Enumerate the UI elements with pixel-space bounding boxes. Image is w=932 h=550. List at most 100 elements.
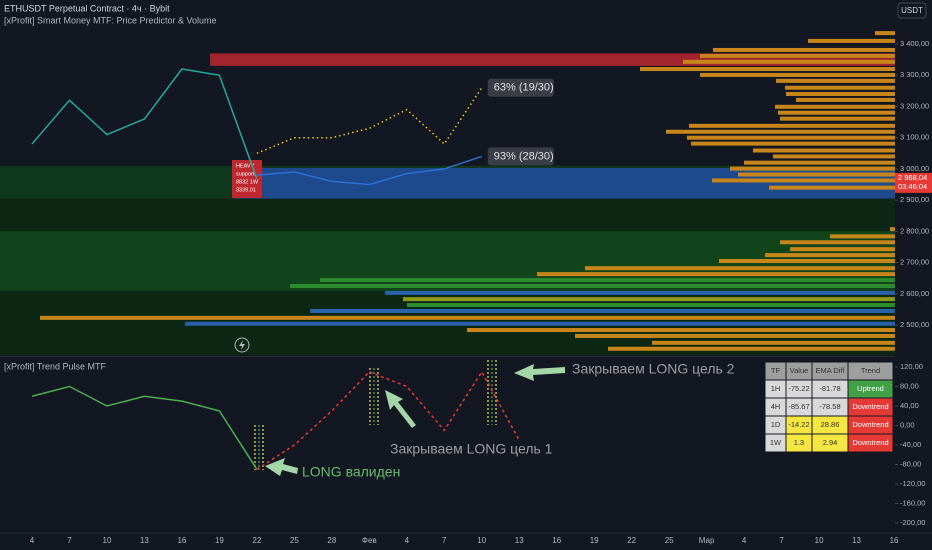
volume-bar — [640, 67, 895, 72]
table-header: EMA Diff — [815, 366, 845, 375]
indicator-title: [xProfit] Trend Pulse MTF — [4, 361, 107, 371]
volume-bar — [744, 160, 895, 165]
axis-background — [895, 0, 932, 550]
lightning-icon[interactable] — [239, 340, 245, 350]
volume-bar — [403, 297, 895, 302]
x-tick-label: 16 — [890, 536, 899, 545]
table-text: 28.86 — [821, 420, 840, 429]
support-text: 3339.01 — [236, 187, 256, 193]
lightning-icon[interactable] — [234, 337, 250, 353]
y-tick-label: 2 600,00 — [900, 289, 929, 298]
table-text: -81.78 — [819, 384, 840, 393]
x-tick-label: 22 — [627, 536, 636, 545]
volume-bar — [691, 141, 895, 146]
table-header: TF — [771, 366, 781, 375]
y-tick-label: 2 800,00 — [900, 226, 929, 235]
table-text: Downtrend — [852, 402, 888, 411]
series-line — [256, 370, 520, 470]
y-tick-label: 120,00 — [900, 362, 923, 371]
table-text: 1W — [770, 438, 782, 447]
volume-bar — [575, 333, 895, 338]
volume-bar — [780, 116, 895, 121]
arrows — [265, 364, 565, 476]
countdown: 03:46:04 — [898, 182, 927, 191]
x-tick-label: 7 — [442, 536, 447, 545]
indicator-title: [xProfit] Smart Money MTF: Price Predict… — [4, 15, 217, 25]
volume-bar — [780, 240, 895, 245]
table-text: 2.94 — [823, 438, 838, 447]
volume-bar — [537, 272, 895, 277]
volume-bar — [687, 135, 895, 140]
y-tick-label: -40,00 — [900, 440, 921, 449]
table-text: 4H — [771, 402, 781, 411]
currency-button[interactable] — [897, 2, 927, 19]
table-header: Trend — [861, 366, 880, 375]
volume-bar — [713, 47, 895, 52]
x-tick-label: 4 — [30, 536, 35, 545]
x-tick-label: 22 — [252, 536, 261, 545]
volume-bar — [310, 308, 895, 313]
x-tick-label: 4 — [742, 536, 747, 545]
x-tick-label: 16 — [177, 536, 186, 545]
table-text: -14.22 — [788, 420, 809, 429]
y-tick-label: 3 300,00 — [900, 70, 929, 79]
y-tick-label: 40,00 — [900, 401, 919, 410]
support-text: 8832 1W — [236, 179, 259, 185]
x-tick-label: 16 — [552, 536, 561, 545]
volume-bar — [290, 283, 895, 288]
table-cell — [847, 433, 894, 453]
y-tick-label: -80,00 — [900, 459, 921, 468]
x-tick-label: 25 — [290, 536, 299, 545]
volume-bar — [790, 247, 895, 252]
volume-bar — [467, 328, 895, 333]
volume-bar — [773, 154, 895, 159]
support-text: HEAVY — [236, 163, 255, 169]
table-text: -78.58 — [819, 402, 840, 411]
volume-bar — [407, 303, 895, 308]
series-line — [256, 87, 483, 154]
volume-bar — [776, 78, 895, 83]
volume-bar — [320, 278, 895, 283]
currency[interactable]: USDT — [901, 6, 923, 15]
volume-bar — [652, 340, 895, 345]
x-tick-label: Фев — [362, 536, 377, 545]
x-tick-label: 28 — [327, 536, 336, 545]
series-label: 63% (19/30) — [494, 82, 554, 94]
table-text: 1.3 — [794, 438, 804, 447]
annotation: Закрываем LONG цель 2 — [572, 361, 735, 377]
volume-bar — [775, 104, 895, 109]
table-text: Uptrend — [857, 384, 884, 393]
series-line — [256, 155, 482, 186]
volume-bar — [712, 178, 895, 183]
price-tag — [895, 172, 932, 193]
markers — [254, 360, 497, 470]
x-tick-label: 7 — [67, 536, 72, 545]
series-label: 93% (28/30) — [494, 150, 554, 162]
volume-bar — [730, 166, 895, 171]
table-text: -75.22 — [788, 384, 809, 393]
volume-bar — [765, 253, 895, 258]
table-header: Value — [790, 366, 809, 375]
x-tick-label: 13 — [852, 536, 861, 545]
volume-bar — [738, 172, 895, 177]
annotation: Закрываем LONG цель 1 — [390, 441, 553, 457]
volume-bar — [830, 234, 895, 239]
table-text: -85.67 — [788, 402, 809, 411]
volume-bar — [719, 259, 895, 264]
volume-bar — [753, 148, 895, 153]
y-tick-label: 2 500,00 — [900, 320, 929, 329]
volume-bar — [769, 185, 895, 190]
support-box — [232, 160, 262, 198]
volume-bar — [700, 72, 895, 77]
volume-bar — [778, 110, 895, 115]
x-tick-label: 25 — [665, 536, 674, 545]
y-tick-label: 80,00 — [900, 381, 919, 390]
volume-bar — [785, 85, 895, 90]
chart-title: ETHUSDT Perpetual Contract · 4ч · Bybit — [4, 3, 170, 13]
x-tick-label: 19 — [590, 536, 599, 545]
series-line — [31, 385, 258, 470]
volume-bar — [385, 290, 895, 295]
y-tick-label: -120,00 — [900, 479, 925, 488]
volume-bar — [683, 59, 895, 64]
